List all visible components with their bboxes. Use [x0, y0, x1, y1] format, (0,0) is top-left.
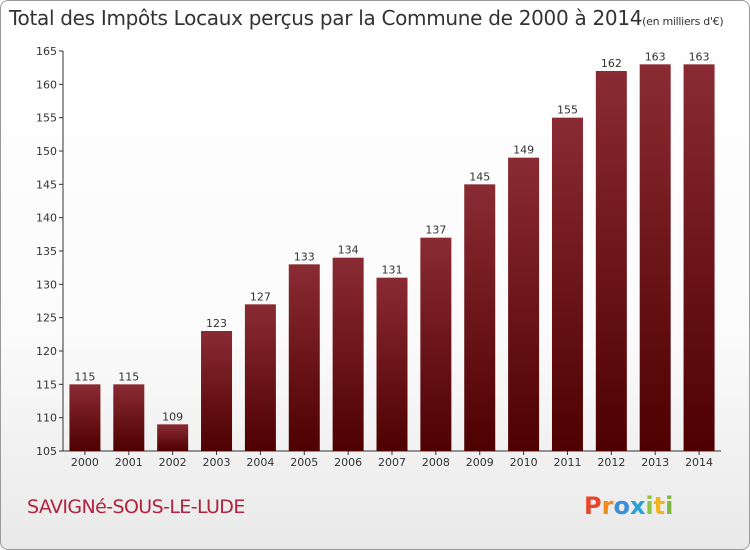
data-label-2010: 149 [513, 144, 534, 157]
data-label-2008: 137 [425, 224, 446, 237]
data-label-2009: 145 [469, 170, 490, 183]
logo-letter: r [601, 492, 614, 520]
data-label-2012: 162 [601, 57, 622, 70]
y-tick-label: 130 [36, 278, 57, 291]
bar-2000 [69, 384, 101, 451]
y-tick-label: 120 [36, 345, 57, 358]
chart-title: Total des Impôts Locaux perçus par la Co… [9, 6, 724, 30]
y-axis: 105 110 115 120 125 130 135 140 145 150 155 160 165 [36, 45, 64, 458]
y-tick-label: 115 [36, 378, 57, 391]
y-tick-label: 160 [36, 78, 57, 91]
bar-2014 [683, 64, 715, 452]
logo-letter: i [645, 492, 654, 520]
x-tick-label-2007: 2007 [378, 456, 406, 469]
x-tick-label-2001: 2001 [115, 456, 143, 469]
bar-2003 [201, 331, 233, 451]
y-tick-label: 125 [36, 312, 57, 325]
data-label-2014: 163 [689, 50, 710, 63]
data-label-2003: 123 [206, 317, 227, 330]
y-tick-label: 155 [36, 112, 57, 125]
y-tick-label: 105 [36, 445, 57, 458]
logo-letter: x [629, 492, 646, 520]
x-tick-label-2000: 2000 [71, 456, 99, 469]
bar-2002 [157, 424, 189, 451]
x-tick-label-2003: 2003 [203, 456, 231, 469]
bar-2001 [113, 384, 145, 451]
x-axis: 2000 2001 2002 2003 2004 2005 2006 2007 2008 2009… [63, 450, 721, 469]
y-tick-label: 135 [36, 245, 57, 258]
title-unit-note: (en milliers d'€) [642, 15, 724, 28]
bar-2009 [464, 184, 496, 452]
proxiti-logo[interactable]: Proxiti [584, 492, 673, 520]
y-tick-label: 165 [36, 45, 57, 58]
data-label-2000: 115 [74, 370, 95, 383]
bar-2008 [420, 237, 452, 451]
y-tick-label: 140 [36, 212, 57, 225]
bars [69, 64, 715, 452]
y-tick-label: 150 [36, 145, 57, 158]
data-label-2013: 163 [645, 50, 666, 63]
bar-2012 [595, 71, 627, 451]
x-tick-label-2014: 2014 [685, 456, 713, 469]
data-label-2006: 134 [338, 244, 359, 257]
bar-2006 [332, 257, 364, 451]
x-tick-label-2008: 2008 [422, 456, 450, 469]
logo-letter: t [653, 492, 666, 520]
data-labels: 115 115 109 123 127 133 134 131 137 145 149 155 162 1… [74, 50, 709, 423]
data-label-2011: 155 [557, 104, 578, 117]
logo-letter: o [613, 492, 630, 520]
x-tick-label-2005: 2005 [290, 456, 318, 469]
x-tick-label-2012: 2012 [597, 456, 625, 469]
bar-2005 [288, 264, 320, 451]
data-label-2004: 127 [250, 290, 271, 303]
x-tick-label-2002: 2002 [159, 456, 187, 469]
x-tick-label-2010: 2010 [510, 456, 538, 469]
x-tick-label-2004: 2004 [246, 456, 274, 469]
bar-2013 [639, 64, 671, 452]
bar-2011 [551, 117, 583, 452]
data-label-2001: 115 [118, 370, 139, 383]
logo-letter: i [665, 492, 674, 520]
y-tick-label: 110 [36, 412, 57, 425]
y-tick-label: 145 [36, 178, 57, 191]
x-tick-label-2009: 2009 [466, 456, 494, 469]
data-label-2005: 133 [294, 250, 315, 263]
bar-2010 [508, 157, 540, 451]
data-label-2007: 131 [382, 264, 403, 277]
title-main: Total des Impôts Locaux perçus par la Co… [9, 6, 643, 30]
x-tick-label-2013: 2013 [641, 456, 669, 469]
bar-2007 [376, 277, 408, 451]
x-tick-label-2011: 2011 [553, 456, 581, 469]
x-tick-label-2006: 2006 [334, 456, 362, 469]
logo-letter: P [584, 492, 602, 520]
commune-name: SAVIGNé-SOUS-LE-LUDE [27, 496, 245, 518]
bar-2004 [244, 304, 276, 451]
data-label-2002: 109 [162, 410, 183, 423]
